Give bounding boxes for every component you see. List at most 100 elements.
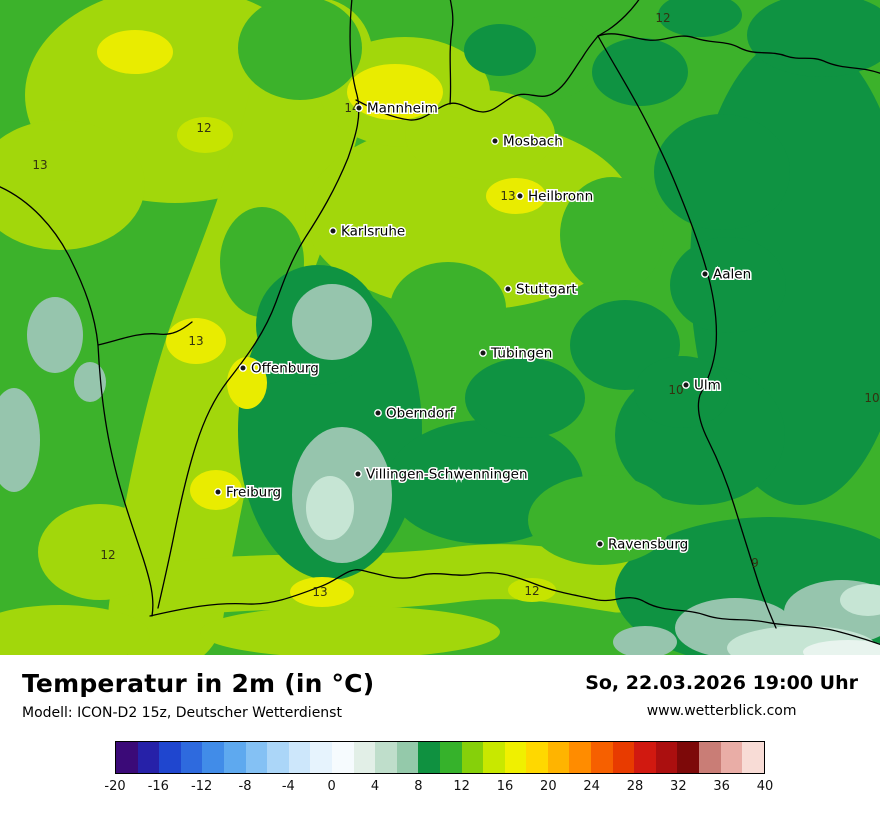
- city-dot: [239, 364, 247, 372]
- model-info: Modell: ICON-D2 15z, Deutscher Wetterdie…: [22, 705, 342, 721]
- temperature-field: [0, 0, 880, 670]
- city-dot: [682, 381, 690, 389]
- legend-segment: [353, 742, 376, 773]
- legend-segment: [612, 742, 635, 773]
- legend-segment: [526, 742, 548, 773]
- city-dot: [516, 192, 524, 200]
- legend-segment: [569, 742, 592, 773]
- city-dot: [701, 270, 709, 278]
- legend-segment: [461, 742, 484, 773]
- legend-segment: [202, 742, 224, 773]
- temp-value-label: 12: [655, 11, 670, 25]
- temperature-legend: -20 -16 -12 -8 -4 0 4 8 12 16 20 24 28 32 36 40: [22, 741, 858, 799]
- legend-segment: [439, 742, 462, 773]
- footer-right: So, 22.03.2026 19:00 Uhr www.wetterblick…: [585, 669, 858, 719]
- legend-segment: [288, 742, 311, 773]
- legend-tick-label: 40: [756, 779, 774, 794]
- legend-tick-label: 12: [453, 779, 470, 794]
- legend-tick-label: 20: [540, 779, 557, 794]
- legend-tick-label: 0: [327, 779, 336, 794]
- legend-segment: [504, 742, 527, 773]
- legend-segment: [418, 742, 440, 773]
- legend-segment: [483, 742, 505, 773]
- temp-value-label: 10: [864, 391, 879, 405]
- city-dot: [504, 285, 512, 293]
- city-dot: [329, 227, 337, 235]
- legend-segment: [591, 742, 613, 773]
- city-label: Villingen-Schwenningen: [366, 467, 528, 483]
- map-footer: Temperatur in 2m (in °C) Modell: ICON-D2…: [0, 655, 880, 799]
- map-svg: 12 14 12 13 13 13 10 10 12 9 13 12 Mannheim Mosbach H…: [0, 0, 880, 670]
- city-label: Heilbronn: [528, 189, 593, 205]
- legend-segment: [245, 742, 268, 773]
- legend-segment: [547, 742, 570, 773]
- temp-value-label: 14: [344, 101, 359, 115]
- legend-tick-label: 24: [583, 779, 600, 794]
- city-dot: [214, 488, 222, 496]
- city-label: Mosbach: [503, 134, 563, 150]
- legend-segment: [267, 742, 289, 773]
- temp-value-label: 12: [100, 548, 115, 562]
- legend-segment: [159, 742, 181, 773]
- temp-value-label: 13: [500, 189, 515, 203]
- temp-value-label: 10: [668, 383, 683, 397]
- legend-segment: [116, 742, 138, 773]
- legend-tick-label: 8: [414, 779, 423, 794]
- forecast-datetime: So, 22.03.2026 19:00 Uhr: [585, 672, 858, 694]
- legend-tick-label: -12: [191, 779, 213, 794]
- city-dot: [596, 540, 604, 548]
- website-text: www.wetterblick.com: [646, 703, 797, 719]
- legend-tick-label: 32: [670, 779, 687, 794]
- city-label: Ulm: [694, 378, 721, 394]
- temp-value-label: 13: [32, 158, 47, 172]
- legend-segment: [375, 742, 397, 773]
- legend-tick-label: -20: [104, 779, 126, 794]
- legend-segment: [223, 742, 246, 773]
- footer-row: Temperatur in 2m (in °C) Modell: ICON-D2…: [22, 669, 858, 721]
- temp-value-label: 13: [188, 334, 203, 348]
- legend-segment: [634, 742, 656, 773]
- legend-tick-label: -16: [147, 779, 169, 794]
- legend-tick-label: -8: [238, 779, 252, 794]
- legend-segment: [742, 742, 764, 773]
- legend-segment: [396, 742, 419, 773]
- legend-segment: [720, 742, 743, 773]
- legend-tick-label: 4: [370, 779, 380, 794]
- city-label: Ravensburg: [608, 537, 688, 553]
- temp-value-label: 13: [312, 585, 327, 599]
- city-label: Offenburg: [251, 361, 319, 377]
- legend-segment: [180, 742, 203, 773]
- city-dot: [479, 349, 487, 357]
- page-title: Temperatur in 2m (in °C): [22, 669, 375, 698]
- city-label: Karlsruhe: [341, 224, 405, 240]
- temp-value-label: 12: [196, 121, 211, 135]
- legend-segment: [331, 742, 354, 773]
- legend-tick-label: 36: [713, 779, 730, 794]
- legend-tick-label: 28: [626, 779, 644, 794]
- city-dot: [491, 137, 499, 145]
- legend-segment: [310, 742, 332, 773]
- legend-segment: [699, 742, 721, 773]
- legend-segment: [137, 742, 160, 773]
- legend-segment: [677, 742, 700, 773]
- city-label: Freiburg: [226, 485, 281, 501]
- temperature-map: 12 14 12 13 13 13 10 10 12 9 13 12 Mannheim Mosbach H…: [0, 0, 880, 670]
- legend-tick-label: 16: [496, 779, 514, 794]
- city-label: Mannheim: [367, 101, 438, 117]
- temp-value-label: 12: [524, 584, 539, 598]
- city-label: Oberndorf: [386, 406, 456, 422]
- city-label: Aalen: [713, 267, 751, 283]
- footer-left: Temperatur in 2m (in °C) Modell: ICON-D2…: [22, 669, 374, 721]
- city-label: Stuttgart: [516, 282, 577, 298]
- legend-tick-row: -20 -16 -12 -8 -4 0 4 8 12 16 20 24 28 32 36 40: [104, 779, 773, 799]
- temp-value-label: 9: [751, 556, 759, 570]
- legend-tick-label: -4: [281, 779, 295, 794]
- temp-labels: 12 14 12 13 13 13 10 10 12 9 13 12: [32, 11, 879, 599]
- legend-colorbar: [115, 741, 765, 774]
- city-dot: [374, 409, 382, 417]
- city-dot: [355, 104, 363, 112]
- legend-segment: [655, 742, 678, 773]
- city-markers: Mannheim Mosbach Heilbronn Karlsruhe Stuttga…: [214, 99, 753, 554]
- city-dot: [354, 470, 362, 478]
